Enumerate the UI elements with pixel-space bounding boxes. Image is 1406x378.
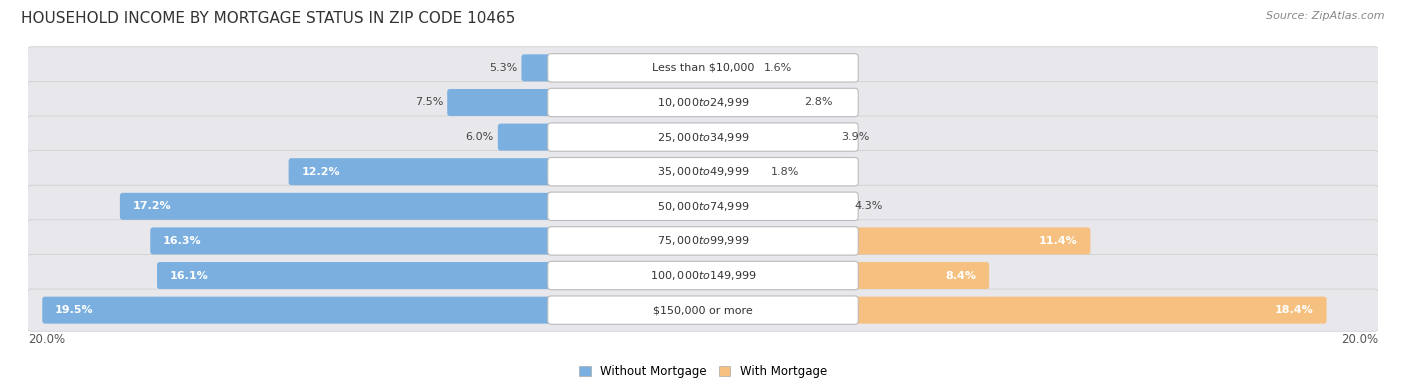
FancyBboxPatch shape xyxy=(157,262,554,289)
Text: $35,000 to $49,999: $35,000 to $49,999 xyxy=(657,165,749,178)
Text: $50,000 to $74,999: $50,000 to $74,999 xyxy=(657,200,749,213)
Text: 2.8%: 2.8% xyxy=(804,98,832,107)
FancyBboxPatch shape xyxy=(28,289,1378,331)
Text: 6.0%: 6.0% xyxy=(465,132,494,142)
Text: 12.2%: 12.2% xyxy=(301,167,340,177)
Text: 7.5%: 7.5% xyxy=(415,98,443,107)
Text: $10,000 to $24,999: $10,000 to $24,999 xyxy=(657,96,749,109)
FancyBboxPatch shape xyxy=(28,81,1378,124)
FancyBboxPatch shape xyxy=(548,192,858,220)
Text: 1.8%: 1.8% xyxy=(770,167,799,177)
Text: Source: ZipAtlas.com: Source: ZipAtlas.com xyxy=(1267,11,1385,21)
FancyBboxPatch shape xyxy=(852,262,990,289)
FancyBboxPatch shape xyxy=(548,227,858,255)
Text: 4.3%: 4.3% xyxy=(855,201,883,211)
Text: HOUSEHOLD INCOME BY MORTGAGE STATUS IN ZIP CODE 10465: HOUSEHOLD INCOME BY MORTGAGE STATUS IN Z… xyxy=(21,11,516,26)
Text: $100,000 to $149,999: $100,000 to $149,999 xyxy=(650,269,756,282)
FancyBboxPatch shape xyxy=(522,54,554,81)
FancyBboxPatch shape xyxy=(288,158,554,185)
Legend: Without Mortgage, With Mortgage: Without Mortgage, With Mortgage xyxy=(579,366,827,378)
Text: $75,000 to $99,999: $75,000 to $99,999 xyxy=(657,234,749,248)
FancyBboxPatch shape xyxy=(852,228,1091,254)
Text: 5.3%: 5.3% xyxy=(489,63,517,73)
Text: 20.0%: 20.0% xyxy=(28,333,65,345)
FancyBboxPatch shape xyxy=(852,297,1327,324)
FancyBboxPatch shape xyxy=(548,296,858,324)
FancyBboxPatch shape xyxy=(447,89,554,116)
Text: Less than $10,000: Less than $10,000 xyxy=(652,63,754,73)
FancyBboxPatch shape xyxy=(548,88,858,117)
FancyBboxPatch shape xyxy=(42,297,554,324)
FancyBboxPatch shape xyxy=(28,116,1378,158)
FancyBboxPatch shape xyxy=(498,124,554,150)
Text: 1.6%: 1.6% xyxy=(763,63,792,73)
Text: 18.4%: 18.4% xyxy=(1275,305,1313,315)
FancyBboxPatch shape xyxy=(28,254,1378,297)
Text: 8.4%: 8.4% xyxy=(945,271,976,280)
Text: $25,000 to $34,999: $25,000 to $34,999 xyxy=(657,130,749,144)
Text: 16.3%: 16.3% xyxy=(163,236,201,246)
FancyBboxPatch shape xyxy=(548,54,858,82)
FancyBboxPatch shape xyxy=(548,123,858,151)
FancyBboxPatch shape xyxy=(548,261,858,290)
FancyBboxPatch shape xyxy=(28,220,1378,262)
Text: 16.1%: 16.1% xyxy=(170,271,208,280)
FancyBboxPatch shape xyxy=(120,193,554,220)
Text: 19.5%: 19.5% xyxy=(55,305,94,315)
FancyBboxPatch shape xyxy=(28,47,1378,89)
FancyBboxPatch shape xyxy=(28,185,1378,228)
Text: 3.9%: 3.9% xyxy=(841,132,870,142)
Text: $150,000 or more: $150,000 or more xyxy=(654,305,752,315)
Text: 11.4%: 11.4% xyxy=(1039,236,1077,246)
Text: 20.0%: 20.0% xyxy=(1341,333,1378,345)
Text: 17.2%: 17.2% xyxy=(132,201,172,211)
FancyBboxPatch shape xyxy=(548,158,858,186)
FancyBboxPatch shape xyxy=(28,150,1378,193)
FancyBboxPatch shape xyxy=(150,228,554,254)
